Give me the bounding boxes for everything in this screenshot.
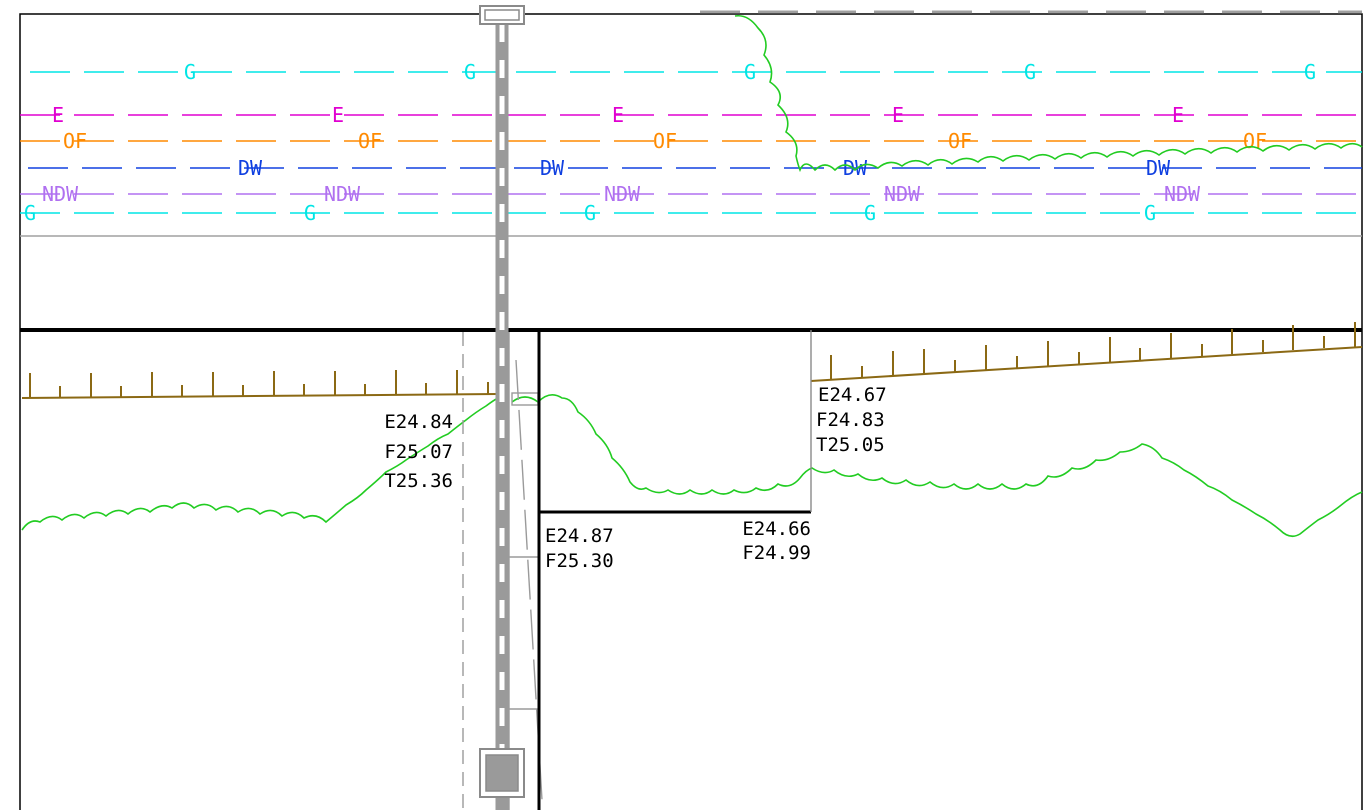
gas-label: G	[1304, 60, 1316, 84]
utility-optical-fibre: OF OF OF OF OF	[20, 129, 1362, 153]
level-annotation-box-top-right: E24.67 F24.83 T25.05	[816, 384, 887, 456]
domestic-water-label: DW	[1146, 156, 1171, 180]
level-annotation-box-bottom-right: E24.66 F24.99	[742, 518, 811, 564]
domestic-water-label: DW	[843, 156, 868, 180]
drawing-frame	[19, 13, 1363, 810]
level-text: E24.66	[742, 518, 811, 540]
level-text: T25.05	[816, 434, 885, 456]
non-domestic-water-label: NDW	[1164, 182, 1201, 206]
non-domestic-water-label: NDW	[324, 182, 361, 206]
hedge-left	[21, 397, 499, 531]
utility-domestic-water: DW DW DW DW	[28, 156, 1362, 180]
gas-label: G	[864, 201, 876, 225]
gas-label: G	[304, 201, 316, 225]
utility-electric: E E E E E	[20, 103, 1362, 127]
optical-fibre-label: OF	[1243, 129, 1267, 153]
non-domestic-water-label: NDW	[42, 182, 79, 206]
fence-right	[810, 322, 1363, 382]
gas-label: G	[1024, 60, 1036, 84]
non-domestic-water-label: NDW	[884, 182, 921, 206]
electric-label: E	[332, 103, 344, 127]
gas-label: G	[1144, 201, 1156, 225]
hedge-lines	[21, 14, 1363, 538]
hedge-top	[734, 14, 1363, 173]
optical-fibre-label: OF	[358, 129, 382, 153]
electric-label: E	[52, 103, 64, 127]
gas-label: G	[464, 60, 476, 84]
structure-outline	[537, 330, 812, 810]
drain-run	[479, 5, 525, 810]
level-text: E24.87	[545, 525, 614, 547]
level-annotation-left-post: E24.84 F25.07 T25.36	[384, 411, 453, 492]
gas-label: G	[584, 201, 596, 225]
fence-left	[21, 370, 499, 399]
optical-fibre-label: OF	[653, 129, 677, 153]
level-text: F25.07	[384, 441, 453, 463]
gas-label: G	[24, 201, 36, 225]
domestic-water-label: DW	[238, 156, 263, 180]
electric-label: E	[612, 103, 624, 127]
level-text: F24.83	[816, 409, 885, 431]
electric-label: E	[892, 103, 904, 127]
utility-gas-top: G G G G G	[30, 60, 1362, 84]
gas-label: G	[744, 60, 756, 84]
non-domestic-water-label: NDW	[604, 182, 641, 206]
optical-fibre-label: OF	[948, 129, 972, 153]
gas-label: G	[184, 60, 196, 84]
level-text: E24.67	[818, 384, 887, 406]
utility-gas-bottom: G G G G G	[20, 201, 1362, 225]
domestic-water-label: DW	[540, 156, 565, 180]
level-text: E24.84	[384, 411, 453, 433]
level-text: T25.36	[384, 470, 453, 492]
electric-label: E	[1172, 103, 1184, 127]
level-annotation-box-bottom-left: E24.87 F25.30	[545, 525, 614, 572]
optical-fibre-label: OF	[63, 129, 87, 153]
utility-non-domestic-water: NDW NDW NDW NDW NDW	[20, 182, 1362, 206]
level-text: F25.30	[545, 550, 614, 572]
level-text: F24.99	[742, 542, 811, 564]
hedge-right	[511, 394, 1363, 538]
